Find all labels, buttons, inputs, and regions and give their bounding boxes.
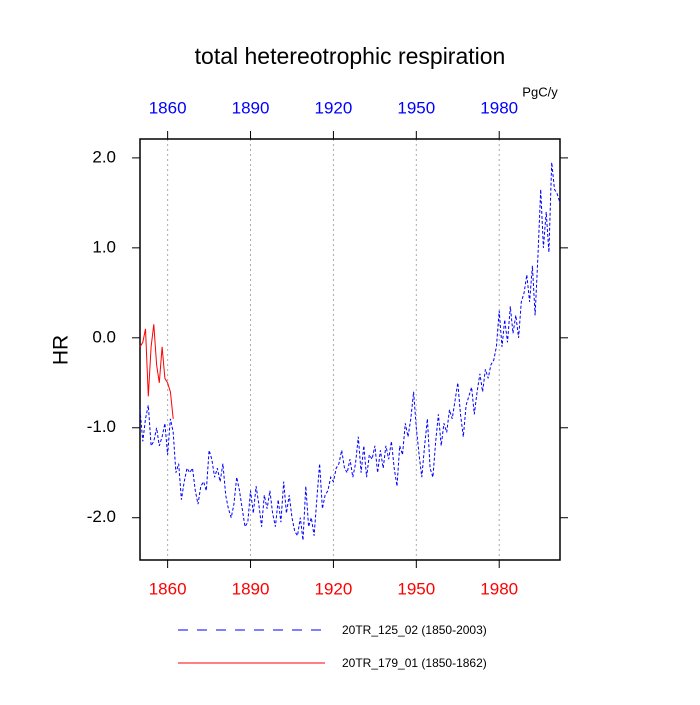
- y-tick-label: 1.0: [92, 237, 116, 256]
- x-tick-label-top: 1950: [397, 98, 435, 117]
- y-tick-label: -1.0: [87, 417, 116, 436]
- plot-frame: [139, 138, 561, 561]
- x-tick-label: 1860: [149, 579, 187, 598]
- x-tick-label: 1920: [315, 579, 353, 598]
- y-axis-label: HR: [50, 335, 73, 365]
- series-line: [139, 324, 174, 419]
- x-tick-label-top: 1920: [315, 98, 353, 117]
- y-tick-label: 0.0: [92, 327, 116, 346]
- chart-title: total hetereotrophic respiration: [195, 43, 506, 69]
- x-tick-label: 1950: [397, 579, 435, 598]
- series-line: [139, 162, 561, 541]
- x-tick-label-top: 1980: [480, 98, 518, 117]
- y-tick-label: 2.0: [92, 147, 116, 166]
- legend-label: 20TR_179_01 (1850-1862): [342, 656, 487, 670]
- x-tick-label: 1890: [232, 579, 270, 598]
- legend-label: 20TR_125_02 (1850-2003): [342, 623, 487, 637]
- x-tick-label: 1980: [480, 579, 518, 598]
- x-tick-label-top: 1860: [149, 98, 187, 117]
- x-tick-label-top: 1890: [232, 98, 270, 117]
- y-tick-label: -2.0: [87, 507, 116, 526]
- units-label: PgC/y: [522, 84, 558, 99]
